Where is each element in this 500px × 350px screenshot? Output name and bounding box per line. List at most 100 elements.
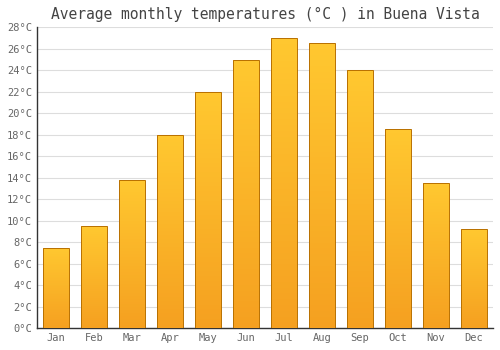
Bar	[384, 165, 411, 169]
Bar	[194, 134, 221, 139]
Bar	[308, 134, 336, 140]
Bar	[460, 239, 487, 241]
Bar	[118, 254, 145, 257]
Bar	[384, 133, 411, 137]
Bar	[194, 253, 221, 257]
Bar	[232, 274, 259, 280]
Bar	[346, 272, 374, 276]
Bar	[156, 278, 183, 282]
Bar	[118, 224, 145, 228]
Bar	[346, 318, 374, 323]
Bar	[346, 86, 374, 91]
Bar	[156, 139, 183, 142]
Bar	[422, 320, 450, 322]
Bar	[232, 247, 259, 253]
Bar	[308, 283, 336, 288]
Bar	[232, 178, 259, 183]
Bar	[346, 189, 374, 194]
Bar	[42, 317, 69, 318]
Bar	[460, 265, 487, 267]
Bar	[270, 96, 297, 102]
Bar	[232, 108, 259, 113]
Bar	[194, 238, 221, 243]
Bar	[460, 229, 487, 231]
Bar	[232, 146, 259, 151]
Bar	[422, 206, 450, 209]
Bar	[232, 103, 259, 108]
Bar	[42, 270, 69, 272]
Bar	[422, 311, 450, 314]
Bar	[422, 276, 450, 279]
Bar	[232, 280, 259, 285]
Bar	[194, 97, 221, 101]
Bar	[384, 141, 411, 145]
Bar	[232, 242, 259, 247]
Bar	[460, 247, 487, 249]
Bar	[384, 213, 411, 217]
Bar	[232, 92, 259, 97]
Bar	[194, 286, 221, 290]
Bar	[118, 206, 145, 210]
Bar	[232, 113, 259, 119]
Bar	[270, 61, 297, 67]
Bar	[194, 323, 221, 328]
Bar	[42, 268, 69, 270]
Bar	[118, 198, 145, 201]
Bar	[384, 261, 411, 265]
Bar	[194, 182, 221, 186]
Bar	[156, 243, 183, 247]
Bar	[308, 43, 336, 49]
Bar	[346, 101, 374, 106]
Bar	[232, 307, 259, 312]
Bar	[156, 228, 183, 231]
Bar	[346, 292, 374, 297]
Bar	[270, 183, 297, 189]
Bar	[194, 262, 221, 267]
Bar	[384, 265, 411, 268]
Bar	[42, 275, 69, 276]
Bar	[118, 186, 145, 189]
Bar	[118, 284, 145, 287]
Bar	[346, 313, 374, 318]
Bar	[156, 235, 183, 239]
Bar	[80, 243, 107, 245]
Bar	[384, 241, 411, 245]
Bar	[308, 158, 336, 163]
Bar	[80, 316, 107, 318]
Bar	[460, 290, 487, 293]
Bar	[346, 210, 374, 215]
Bar	[118, 233, 145, 236]
Bar	[460, 237, 487, 239]
Bar	[80, 285, 107, 287]
Bar	[346, 117, 374, 122]
Bar	[80, 324, 107, 326]
Bar	[308, 322, 336, 328]
Bar	[384, 276, 411, 280]
Bar	[460, 318, 487, 320]
Bar	[270, 247, 297, 253]
Bar	[308, 100, 336, 106]
Bar	[118, 222, 145, 224]
Bar	[308, 94, 336, 100]
Bar	[80, 230, 107, 232]
Bar	[270, 44, 297, 50]
Bar	[270, 206, 297, 212]
Bar	[42, 307, 69, 309]
Bar	[422, 215, 450, 218]
Bar	[384, 296, 411, 300]
Bar	[156, 204, 183, 208]
Bar	[118, 319, 145, 322]
Bar	[384, 149, 411, 153]
Bar	[42, 273, 69, 275]
Bar	[232, 215, 259, 221]
Bar	[460, 279, 487, 281]
Bar	[422, 183, 450, 328]
Bar	[232, 194, 259, 199]
Bar	[42, 291, 69, 293]
Bar	[194, 101, 221, 106]
Bar	[346, 168, 374, 174]
Bar	[80, 292, 107, 294]
Bar	[422, 302, 450, 305]
Bar	[194, 92, 221, 97]
Bar	[384, 316, 411, 320]
